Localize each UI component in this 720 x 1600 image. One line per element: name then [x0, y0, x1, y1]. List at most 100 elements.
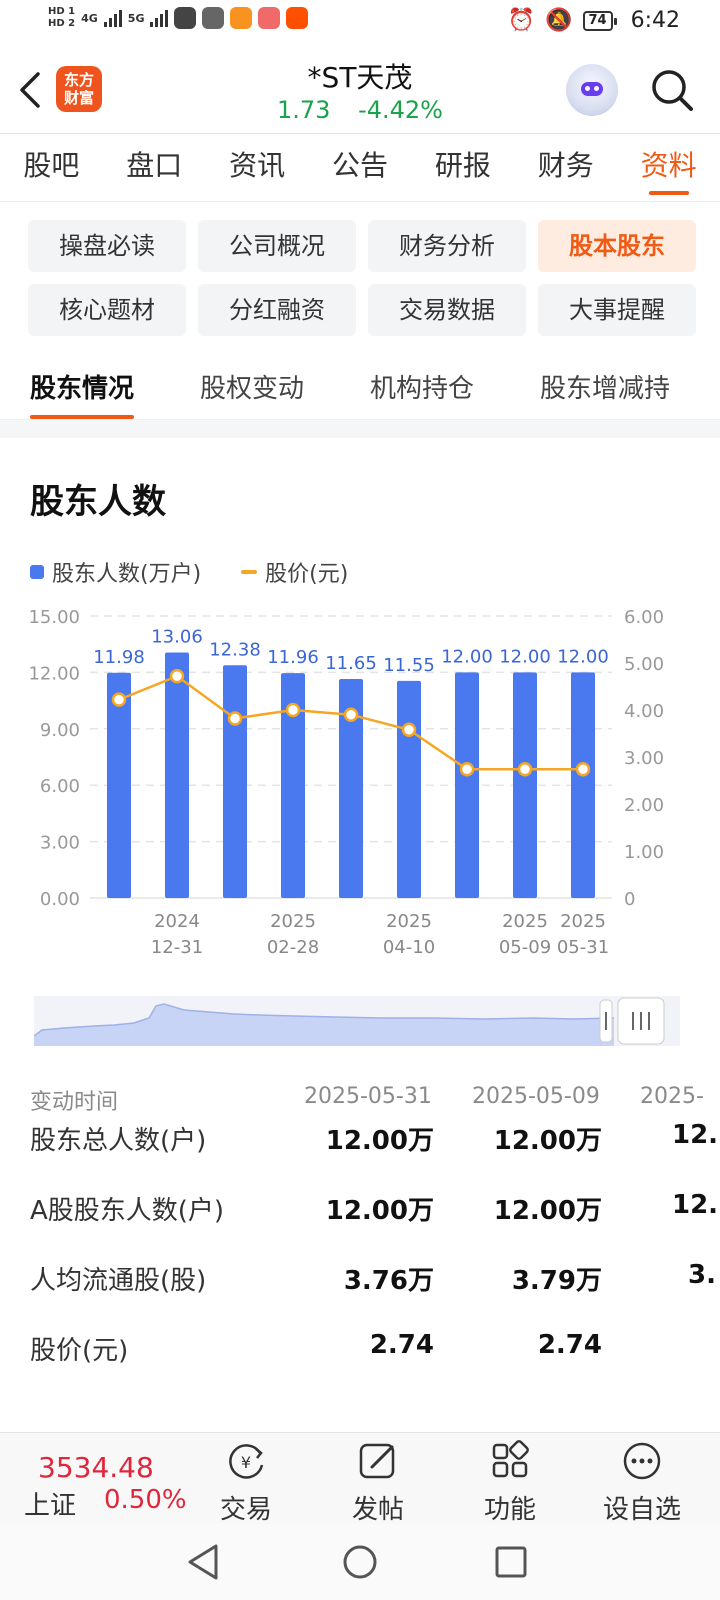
svg-text:¥: ¥ — [241, 1453, 251, 1472]
row-value: 3. — [688, 1260, 716, 1290]
y-right-tick-label: 0 — [624, 889, 635, 910]
ai-assistant-robot-icon[interactable] — [566, 64, 618, 116]
x-tick-year: 2025 — [386, 911, 432, 932]
post-button[interactable]: 发帖 — [328, 1439, 428, 1526]
table-header-label: 变动时间 — [30, 1090, 119, 1115]
row-value: 12. — [672, 1190, 719, 1220]
bar-value-label: 11.65 — [325, 653, 377, 674]
tab-news[interactable]: 资讯 — [229, 149, 286, 182]
chip-trading-data[interactable]: 交易数据 — [368, 284, 526, 336]
shareholder-bar — [223, 665, 247, 898]
x-tick-date: 05-09 — [499, 937, 551, 958]
eastmoney-logo[interactable]: 东方 财富 — [56, 66, 102, 112]
grid-apps-icon — [492, 1440, 529, 1478]
chip-trading-must-read[interactable]: 操盘必读 — [28, 220, 186, 272]
sim2-label: HD 2 — [48, 18, 76, 29]
signal-bars-icon — [103, 9, 122, 27]
table-row: A股股东人数(户) 12.00万 12.00万 12. — [0, 1190, 720, 1260]
shareholder-count-chart[interactable]: 15.00 12.00 9.00 6.00 3.00 0.00 6.00 5.00 4.00 3.… — [0, 600, 720, 980]
nav-back-icon[interactable] — [188, 1544, 218, 1580]
bar-value-label: 12.00 — [441, 646, 493, 667]
chip-financial-analysis[interactable]: 财务分析 — [368, 220, 526, 272]
features-button[interactable]: 功能 — [460, 1439, 560, 1526]
row-value: 2.74 — [369, 1330, 434, 1360]
table-col-date: 2025-05-31 — [304, 1084, 432, 1109]
features-label: 功能 — [483, 1495, 536, 1525]
chip-event-reminders[interactable]: 大事提醒 — [538, 284, 696, 336]
search-icon[interactable] — [648, 66, 696, 114]
network-5g-label: 5G — [127, 11, 145, 25]
table-col-date: 2025-05-09 — [472, 1084, 600, 1109]
tab-guba[interactable]: 股吧 — [23, 149, 80, 182]
subtab-institutional-holdings[interactable]: 机构持仓 — [370, 374, 475, 404]
profile-category-chips: 操盘必读 公司概况 财务分析 股本股东 核心题材 分红融资 交易数据 大事提醒 — [28, 220, 696, 336]
table-row: 人均流通股(股) 3.76万 3.79万 3. — [0, 1260, 720, 1330]
legend-line-swatch — [241, 570, 258, 574]
table-col-date: 2025- — [640, 1084, 704, 1109]
add-watchlist-button[interactable]: 设自选 — [592, 1439, 692, 1526]
sim1-label: HD 1 — [48, 6, 76, 17]
tab-profile[interactable]: 资料 — [617, 134, 720, 201]
y-left-tick-label: 12.00 — [28, 663, 80, 684]
x-tick-year: 2025 — [502, 911, 548, 932]
row-value: 12.00万 — [325, 1126, 434, 1156]
post-label: 发帖 — [351, 1495, 404, 1525]
row-label: 人均流通股(股) — [30, 1266, 207, 1296]
sub-tabs: 股东情况 股权变动 机构持仓 股东增减持 — [0, 356, 720, 420]
subtab-shareholders[interactable]: 股东情况 — [30, 368, 135, 419]
y-left-tick-label: 6.00 — [40, 776, 80, 797]
signal-bars-icon — [150, 9, 169, 27]
shareholder-bar — [571, 672, 595, 898]
shareholder-bar — [281, 673, 305, 898]
tab-finance[interactable]: 财务 — [537, 149, 594, 182]
stock-price: 1.73 — [277, 96, 331, 124]
price-point — [285, 702, 301, 718]
price-point — [227, 711, 243, 726]
tab-announcements[interactable]: 公告 — [332, 149, 389, 182]
table-row: 股东总人数(户) 12.00万 12.00万 12. — [0, 1120, 720, 1190]
shareholder-bar — [397, 680, 421, 898]
edit-icon — [359, 1443, 395, 1479]
subtab-shareholder-changes[interactable]: 股东增减持 — [540, 374, 671, 404]
index-name: 上证 — [24, 1491, 77, 1521]
more-dots-icon — [623, 1442, 661, 1480]
y-right-tick-label: 5.00 — [624, 654, 664, 675]
chip-shares-shareholders[interactable]: 股本股东 — [538, 220, 696, 272]
battery-icon: 74 — [582, 10, 617, 31]
nav-home-icon[interactable] — [343, 1545, 377, 1579]
row-label: A股股东人数(户) — [30, 1196, 225, 1226]
gift-icon — [202, 7, 225, 29]
shopping-app-icon — [258, 7, 281, 29]
price-point — [517, 761, 533, 777]
bar-value-label: 11.98 — [93, 647, 145, 668]
row-label: 股东总人数(户) — [30, 1126, 207, 1156]
table-row: 股价(元) 2.74 2.74 — [0, 1330, 720, 1400]
tab-pankou[interactable]: 盘口 — [126, 149, 183, 182]
row-value: 12.00万 — [493, 1196, 602, 1226]
chip-core-themes[interactable]: 核心题材 — [28, 284, 186, 336]
chip-company-overview[interactable]: 公司概况 — [198, 220, 356, 272]
logo-line2: 财富 — [63, 89, 94, 107]
x-tick-date: 02-28 — [267, 937, 319, 958]
bar-value-label: 11.55 — [383, 655, 435, 676]
shareholder-bar — [513, 672, 537, 898]
chart-range-slider[interactable] — [34, 996, 680, 1046]
tab-research[interactable]: 研报 — [434, 149, 491, 182]
shareholder-bar — [339, 678, 363, 898]
stock-header: 东方 财富 *ST天茂 1.73 -4.42% — [0, 46, 720, 134]
nav-recents-icon[interactable] — [495, 1546, 527, 1578]
trade-button[interactable]: ¥ 交易 — [196, 1439, 296, 1526]
price-point — [401, 722, 417, 737]
y-left-tick-label: 0.00 — [40, 889, 80, 910]
x-tick-year: 2025 — [560, 911, 606, 932]
sim-indicators: HD 1 HD 2 — [48, 6, 75, 30]
row-value: 12. — [672, 1120, 719, 1150]
index-change-pct: 0.50% — [104, 1485, 187, 1515]
logo-line1: 东方 — [63, 71, 94, 89]
x-tick-year: 2025 — [270, 911, 316, 932]
subtab-equity-changes[interactable]: 股权变动 — [200, 374, 305, 404]
row-value: 3.79万 — [511, 1266, 602, 1296]
chip-dividends-financing[interactable]: 分红融资 — [198, 284, 356, 336]
back-arrow-icon[interactable] — [16, 70, 44, 110]
row-value: 12.00万 — [493, 1126, 602, 1156]
